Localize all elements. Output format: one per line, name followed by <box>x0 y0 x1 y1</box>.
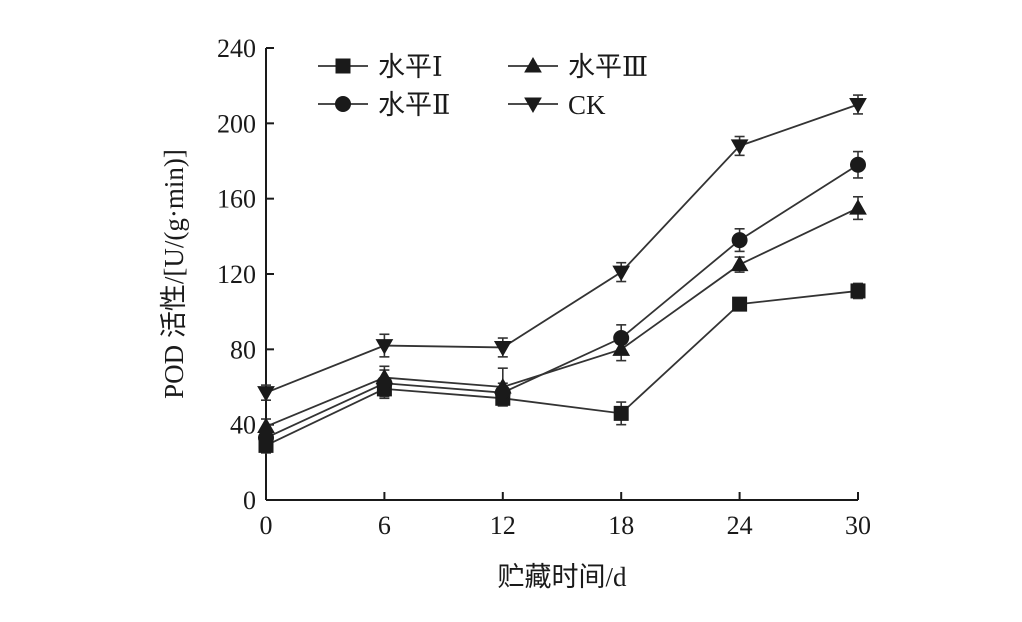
x-tick-label: 18 <box>608 511 634 540</box>
series-line-0 <box>265 290 859 447</box>
y-tick-label: 200 <box>217 109 256 138</box>
y-tick-label: 160 <box>217 185 256 214</box>
series-line-3 <box>265 103 859 394</box>
data-point <box>612 340 631 356</box>
y-axis-label: POD 活性/[U/(g·min)] <box>159 149 189 399</box>
data-point <box>850 283 866 299</box>
legend-label: CK <box>568 90 606 120</box>
x-ticks: 0 6 12 18 24 30 <box>260 492 871 540</box>
y-ticks: 0 40 80 120 160 200 240 <box>217 34 274 515</box>
series-line-1 <box>265 164 859 439</box>
x-tick-label: 30 <box>845 511 871 540</box>
data-point <box>257 417 275 434</box>
legend-marker <box>524 97 542 114</box>
axes <box>265 48 858 501</box>
legend-label: 水平Ⅲ <box>568 52 648 82</box>
data-point <box>849 199 867 215</box>
x-axis-label: 贮藏时间/d <box>497 562 627 592</box>
x-tick-label: 0 <box>260 511 273 540</box>
data-point <box>730 255 749 272</box>
data-point <box>613 405 629 421</box>
y-tick-label: 40 <box>230 411 256 440</box>
x-tick-label: 24 <box>727 511 753 540</box>
legend-marker <box>335 96 351 112</box>
data-point <box>612 265 631 282</box>
legend-marker <box>335 58 351 74</box>
legend-label: 水平Ⅱ <box>378 90 450 120</box>
legend-label: 水平Ⅰ <box>378 52 443 82</box>
series-lines <box>265 103 859 447</box>
y-tick-label: 120 <box>217 260 256 289</box>
y-tick-label: 240 <box>217 34 256 63</box>
data-point <box>730 139 749 155</box>
data-point <box>257 386 275 402</box>
y-tick-label: 0 <box>243 486 256 515</box>
series-line-2 <box>265 207 859 428</box>
legend-marker <box>524 56 542 73</box>
data-point <box>493 340 512 357</box>
x-tick-label: 12 <box>490 511 516 540</box>
data-point <box>850 156 866 173</box>
data-point <box>731 232 748 249</box>
data-point <box>375 368 394 385</box>
data-point <box>849 98 867 114</box>
markers <box>257 98 867 453</box>
data-point <box>732 296 748 312</box>
y-tick-label: 80 <box>230 335 256 364</box>
data-point <box>493 377 512 394</box>
legend: 水平Ⅰ 水平Ⅱ 水平Ⅲ CK <box>318 52 648 120</box>
x-tick-label: 6 <box>378 511 391 540</box>
data-point <box>375 339 394 355</box>
